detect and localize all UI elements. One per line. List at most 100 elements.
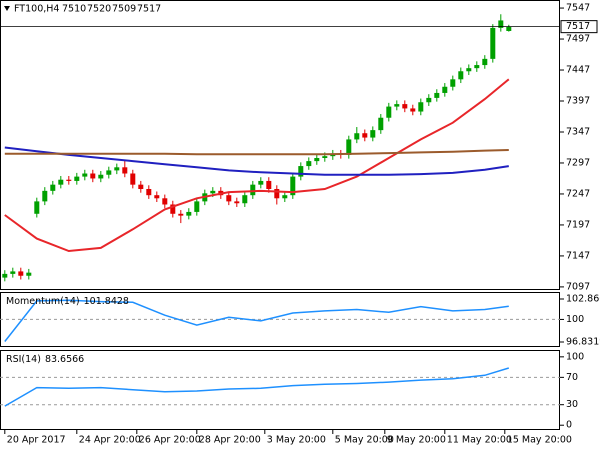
indicator-line — [4, 149, 509, 156]
candle-body — [82, 173, 88, 177]
x-tick-label: 28 Apr 20:00 — [199, 435, 261, 446]
candle-body — [34, 201, 40, 214]
y-tick-label: 100 — [566, 351, 584, 362]
candle-body — [274, 188, 280, 199]
y-tick-label: 7247 — [566, 188, 590, 199]
y-tick-label: 7547 — [566, 3, 590, 14]
y-tick-label: 7297 — [566, 157, 590, 168]
y-tick-label: 100 — [566, 314, 584, 325]
candle-body — [162, 198, 168, 205]
candle-body — [178, 213, 184, 216]
x-tick-label: 26 Apr 20:00 — [139, 435, 201, 446]
symbol: FT100,H4 — [14, 4, 59, 15]
candle-body — [194, 201, 200, 212]
candle-body — [186, 211, 192, 216]
y-tick-label: 7347 — [566, 126, 590, 137]
candle-body — [474, 65, 480, 69]
candle-body — [434, 92, 440, 98]
candle-body — [290, 176, 296, 196]
candle-body — [314, 158, 320, 162]
candle-body — [418, 102, 424, 112]
candle-body — [122, 167, 128, 174]
last-open: 7510 — [62, 4, 86, 15]
candle-body — [386, 106, 392, 118]
indicator-value: 101.8428 — [84, 296, 129, 307]
indicator-value: 83.6566 — [45, 354, 84, 365]
candle-body — [250, 184, 256, 196]
candle-body — [258, 180, 264, 185]
candle-body — [74, 176, 80, 181]
candle-body — [442, 86, 448, 93]
y-tick-label: 7447 — [566, 65, 590, 76]
x-tick-label: 9 May 20:00 — [387, 435, 446, 446]
candle-body — [306, 161, 312, 167]
candle-body — [482, 58, 488, 66]
y-tick-label: 96.8319 — [566, 336, 600, 347]
price-panel — [0, 0, 560, 290]
candle-body — [346, 139, 352, 155]
indicator-name: RSI(14) — [6, 354, 41, 365]
rsi-panel — [0, 350, 560, 430]
candle-body — [402, 104, 408, 109]
indicator-label: Momentum(14) 101.8428 — [6, 296, 129, 307]
y-tick-label: 30 — [566, 399, 578, 410]
candle-body — [138, 184, 144, 189]
candle-body — [10, 271, 16, 274]
candle-body — [114, 167, 120, 171]
indicator-line — [4, 78, 510, 253]
candle-body — [362, 133, 368, 138]
candle-body — [242, 195, 248, 204]
candle-body — [170, 204, 176, 214]
candle-body — [146, 188, 152, 196]
indicator-label: RSI(14) 83.6566 — [6, 354, 84, 365]
candle-body — [426, 97, 432, 103]
candle-body — [370, 130, 376, 138]
x-tick-label: 24 Apr 20:00 — [79, 435, 141, 446]
indicator-line — [4, 367, 510, 407]
last-price-label: 7517 — [566, 21, 590, 32]
candle-body — [18, 271, 24, 276]
x-tick-label: 15 May 20:00 — [507, 435, 572, 446]
candle-body — [506, 26, 512, 31]
candle-body — [490, 27, 496, 59]
candle-body — [2, 273, 8, 278]
x-tick-label: 20 Apr 2017 — [7, 435, 66, 446]
x-tick-label: 3 May 20:00 — [267, 435, 326, 446]
last-low: 7509 — [112, 4, 136, 15]
candle-body — [66, 179, 72, 181]
collapse-icon — [4, 6, 10, 11]
y-tick-label: 7097 — [566, 281, 590, 292]
y-tick-label: 7397 — [566, 96, 590, 107]
last-high: 7520 — [87, 4, 111, 15]
candle-body — [458, 71, 464, 80]
candle-body — [90, 173, 96, 179]
candle-body — [130, 173, 136, 185]
candle-body — [410, 108, 416, 112]
y-tick-label: 7197 — [566, 219, 590, 230]
candle-body — [498, 20, 504, 28]
candle-body — [298, 166, 304, 177]
candle-body — [26, 272, 32, 276]
candle-body — [378, 117, 384, 131]
candle-body — [58, 179, 64, 185]
y-tick-label: 0 — [566, 420, 572, 431]
last-price-box — [560, 20, 598, 34]
candle-body — [98, 174, 104, 179]
candle-body — [394, 104, 400, 107]
candle-body — [450, 79, 456, 87]
candle-body — [210, 190, 216, 194]
indicator-name: Momentum(14) — [6, 296, 80, 307]
candle-body — [154, 195, 160, 199]
y-tick-label: 70 — [566, 372, 578, 383]
candle-body — [466, 68, 472, 72]
indicator-line — [4, 146, 509, 176]
candle-body — [42, 190, 48, 202]
x-tick-label: 5 May 20:00 — [335, 435, 394, 446]
candle-body — [50, 184, 56, 191]
y-tick-label: 7147 — [566, 250, 590, 261]
candle-body — [266, 180, 272, 189]
candle-body — [234, 201, 240, 204]
x-tick-label: 11 May 20:00 — [447, 435, 512, 446]
